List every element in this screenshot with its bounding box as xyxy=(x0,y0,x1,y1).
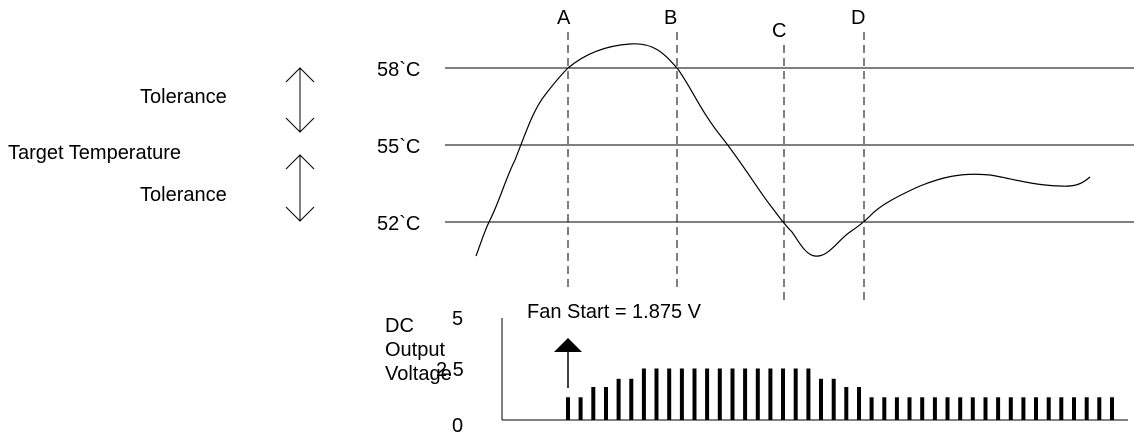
voltage-bar xyxy=(604,387,608,420)
voltage-bar xyxy=(1021,397,1026,420)
voltage-tick-0: 0 xyxy=(452,415,463,437)
voltage-bar xyxy=(1008,397,1013,420)
voltage-bar xyxy=(768,368,773,420)
voltage-title-line-3: Voltage xyxy=(385,363,452,385)
voltage-bar xyxy=(730,368,735,420)
voltage-bar xyxy=(781,368,785,420)
voltage-bar xyxy=(1059,397,1064,420)
voltage-bar xyxy=(667,368,672,420)
voltage-bar xyxy=(920,397,925,420)
fan-start-label: Fan Start = 1.875 V xyxy=(527,301,702,323)
voltage-bar xyxy=(1110,397,1114,420)
marker-b-label: B xyxy=(664,7,677,29)
voltage-bar xyxy=(894,397,899,420)
voltage-bar xyxy=(641,368,646,420)
voltage-bar xyxy=(692,368,697,420)
target-temperature-label: Target Temperature xyxy=(8,142,181,164)
voltage-tick-5: 5 xyxy=(452,308,463,330)
voltage-bar xyxy=(1097,397,1102,420)
temp-52-label: 52`C xyxy=(377,213,420,235)
voltage-bar xyxy=(1034,397,1038,420)
voltage-bar xyxy=(578,397,583,420)
voltage-bar xyxy=(932,397,937,420)
voltage-bar xyxy=(996,397,1001,420)
tolerance-lower-label: Tolerance xyxy=(140,184,227,206)
fan-start-arrow xyxy=(554,338,582,388)
voltage-bar xyxy=(743,368,748,420)
voltage-bar xyxy=(869,397,874,420)
voltage-tick-2-5: 2.5 xyxy=(436,359,464,381)
voltage-bar xyxy=(705,368,710,420)
voltage-bar xyxy=(806,368,811,420)
voltage-bar xyxy=(654,368,659,420)
marker-c-label: C xyxy=(772,20,786,42)
voltage-bar xyxy=(970,397,975,420)
voltage-bar xyxy=(591,387,596,420)
voltage-bar xyxy=(717,368,722,420)
voltage-bar xyxy=(983,397,988,420)
marker-a-label: A xyxy=(557,7,571,29)
voltage-bar xyxy=(1084,397,1089,420)
voltage-bar xyxy=(629,378,634,420)
tolerance-lower-arrow xyxy=(285,154,315,222)
voltage-bar xyxy=(755,368,760,420)
voltage-bar xyxy=(844,387,849,420)
tolerance-upper-arrow xyxy=(285,67,315,133)
voltage-bar xyxy=(857,387,861,420)
marker-d-label: D xyxy=(851,7,865,29)
voltage-bar xyxy=(907,397,912,420)
voltage-bar xyxy=(616,378,621,420)
temperature-curve xyxy=(475,43,1091,257)
temp-58-label: 58`C xyxy=(377,59,420,81)
voltage-title-line-1: DC xyxy=(385,315,414,337)
voltage-title-line-2: Output xyxy=(385,339,445,361)
voltage-bar xyxy=(945,397,950,420)
tolerance-upper-label: Tolerance xyxy=(140,86,227,108)
voltage-bar xyxy=(679,368,684,420)
voltage-bar xyxy=(1046,397,1051,420)
voltage-bar xyxy=(819,378,823,420)
voltage-bar xyxy=(958,397,963,420)
voltage-bar xyxy=(831,378,836,420)
voltage-bar xyxy=(566,397,570,420)
voltage-bar xyxy=(1072,397,1076,420)
voltage-bars xyxy=(566,368,1114,420)
temp-55-label: 55`C xyxy=(377,136,420,158)
voltage-bar xyxy=(793,368,798,420)
voltage-bar xyxy=(882,397,887,420)
